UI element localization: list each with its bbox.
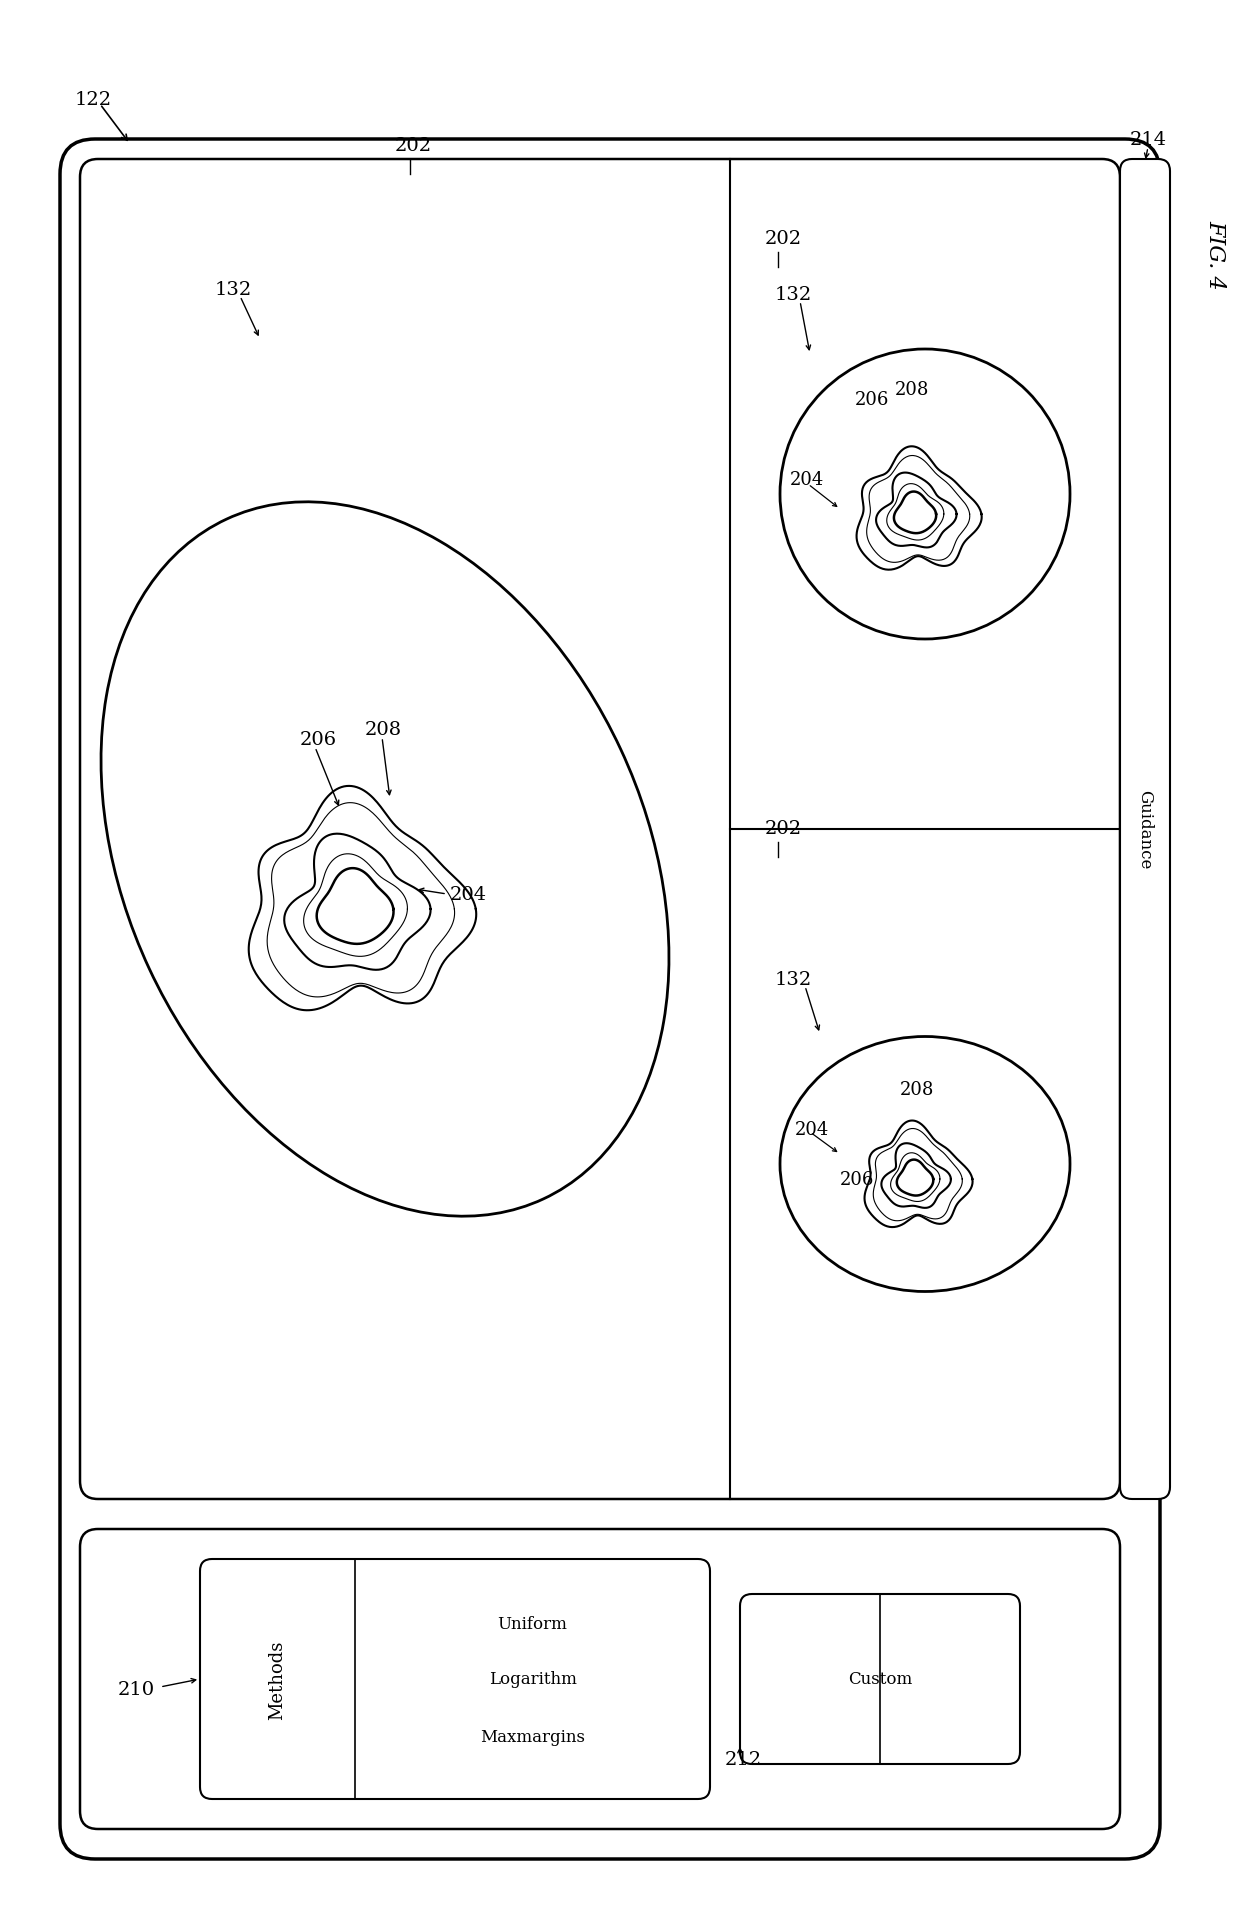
Text: 212: 212 (725, 1751, 763, 1768)
Polygon shape (894, 492, 936, 534)
Polygon shape (284, 833, 430, 971)
Text: 214: 214 (1130, 132, 1167, 149)
Text: 202: 202 (765, 231, 802, 248)
Text: FIG. 4: FIG. 4 (1204, 219, 1226, 290)
Text: 132: 132 (775, 286, 812, 303)
Text: 202: 202 (765, 820, 802, 837)
Text: 208: 208 (900, 1081, 935, 1098)
FancyBboxPatch shape (200, 1560, 711, 1798)
Text: 202: 202 (396, 137, 432, 154)
Polygon shape (249, 786, 476, 1011)
Text: 208: 208 (365, 721, 402, 738)
Text: 204: 204 (450, 885, 487, 904)
Text: 206: 206 (856, 391, 889, 408)
FancyBboxPatch shape (1120, 160, 1171, 1499)
Text: 208: 208 (895, 381, 929, 399)
Polygon shape (316, 870, 393, 944)
Text: Maxmargins: Maxmargins (480, 1728, 585, 1745)
Polygon shape (857, 446, 982, 570)
Text: 122: 122 (74, 92, 112, 109)
Text: 206: 206 (300, 730, 337, 749)
FancyBboxPatch shape (81, 160, 1120, 1499)
Polygon shape (897, 1159, 934, 1196)
Ellipse shape (780, 1037, 1070, 1291)
Text: 210: 210 (118, 1680, 155, 1697)
Text: Guidance: Guidance (1137, 789, 1153, 870)
Text: 206: 206 (839, 1171, 874, 1188)
Polygon shape (882, 1144, 951, 1209)
Polygon shape (864, 1121, 972, 1228)
Ellipse shape (100, 503, 668, 1217)
Text: 204: 204 (795, 1121, 830, 1138)
Text: Uniform: Uniform (497, 1615, 568, 1632)
Text: Methods: Methods (268, 1640, 286, 1718)
Text: 132: 132 (215, 280, 252, 299)
Polygon shape (877, 473, 956, 547)
Text: Logarithm: Logarithm (489, 1671, 577, 1688)
FancyBboxPatch shape (740, 1594, 1021, 1764)
Circle shape (780, 349, 1070, 639)
FancyBboxPatch shape (81, 1529, 1120, 1829)
Text: Custom: Custom (848, 1671, 913, 1688)
FancyBboxPatch shape (60, 139, 1159, 1859)
Text: 132: 132 (775, 971, 812, 988)
Text: 204: 204 (790, 471, 825, 488)
